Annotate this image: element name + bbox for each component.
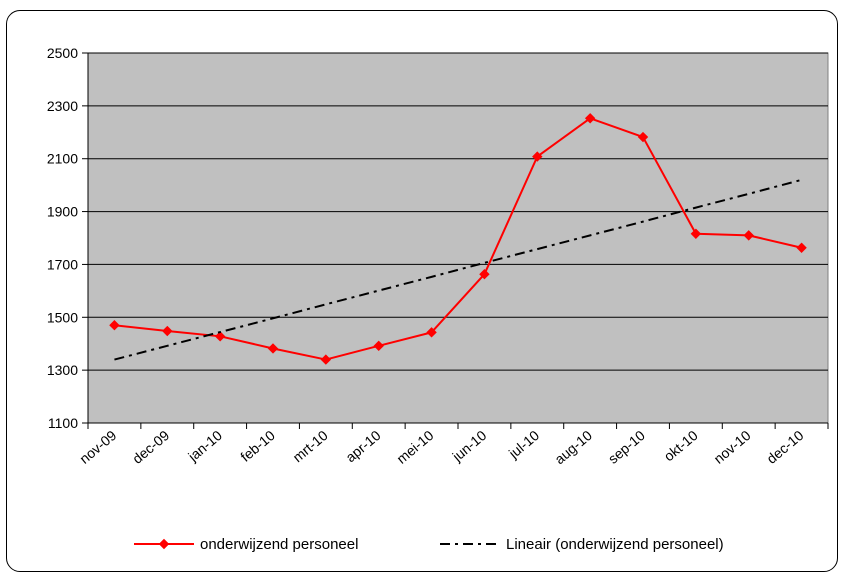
x-tick-label-okt-10: okt-10 bbox=[661, 427, 701, 464]
y-tick-label: 1900 bbox=[47, 204, 78, 220]
data-point-sep-10 bbox=[637, 131, 649, 143]
series-0 bbox=[109, 113, 807, 365]
data-point-dec-09 bbox=[162, 325, 173, 337]
data-point-mei-10 bbox=[426, 327, 437, 338]
data-point-feb-10 bbox=[267, 343, 279, 354]
x-tick-label-dec-09: dec-09 bbox=[129, 427, 172, 467]
data-point-dec-10 bbox=[796, 242, 807, 253]
trendline bbox=[114, 178, 802, 361]
x-tick-label-apr-10: apr-10 bbox=[342, 427, 383, 465]
y-tick-label: 1700 bbox=[47, 256, 78, 272]
data-point-jan-10 bbox=[214, 331, 226, 342]
x-tick-label-jul-10: jul-10 bbox=[505, 427, 542, 462]
x-tick-label-jan-10: jan-10 bbox=[184, 427, 225, 465]
data-point-okt-10 bbox=[690, 228, 702, 239]
x-tick-label-mei-10: mei-10 bbox=[393, 427, 436, 467]
series-layer bbox=[109, 113, 807, 365]
series-line bbox=[114, 117, 802, 361]
series-1 bbox=[114, 178, 802, 361]
x-tick-label-dec-10: dec-10 bbox=[763, 427, 806, 467]
data-point-nov-09 bbox=[109, 320, 120, 331]
data-point-jul-10 bbox=[532, 151, 543, 162]
x-tick-label-nov-09: nov-09 bbox=[76, 427, 119, 467]
y-tick-label: 2300 bbox=[47, 98, 78, 114]
x-tick-label-mrt-10: mrt-10 bbox=[290, 427, 331, 465]
legend: onderwijzend personeel Lineair (onderwijz… bbox=[134, 536, 724, 553]
plot-area bbox=[87, 52, 829, 424]
data-point-jun-10 bbox=[479, 269, 490, 280]
y-tick-label: 1300 bbox=[47, 362, 78, 378]
data-point-apr-10 bbox=[373, 340, 384, 352]
data-point-mrt-10 bbox=[320, 354, 332, 365]
x-tick-label-jun-10: jun-10 bbox=[448, 427, 489, 465]
data-point-aug-10 bbox=[584, 113, 596, 124]
y-tick-label: 1500 bbox=[47, 309, 78, 325]
legend-label-1: Lineair (onderwijzend personeel) bbox=[506, 536, 724, 553]
x-tick-label-sep-10: sep-10 bbox=[605, 427, 648, 467]
y-tick-label: 1100 bbox=[48, 415, 78, 431]
y-tick-label: 2500 bbox=[47, 45, 78, 61]
x-tick-label-aug-10: aug-10 bbox=[551, 427, 595, 467]
y-tick-label: 2100 bbox=[47, 151, 78, 167]
legend-marker-0 bbox=[158, 538, 170, 550]
legend-label-0: onderwijzend personeel bbox=[200, 536, 358, 553]
x-tick-label-feb-10: feb-10 bbox=[237, 427, 278, 465]
data-point-nov-10 bbox=[743, 230, 754, 241]
x-tick-label-nov-10: nov-10 bbox=[711, 427, 754, 467]
